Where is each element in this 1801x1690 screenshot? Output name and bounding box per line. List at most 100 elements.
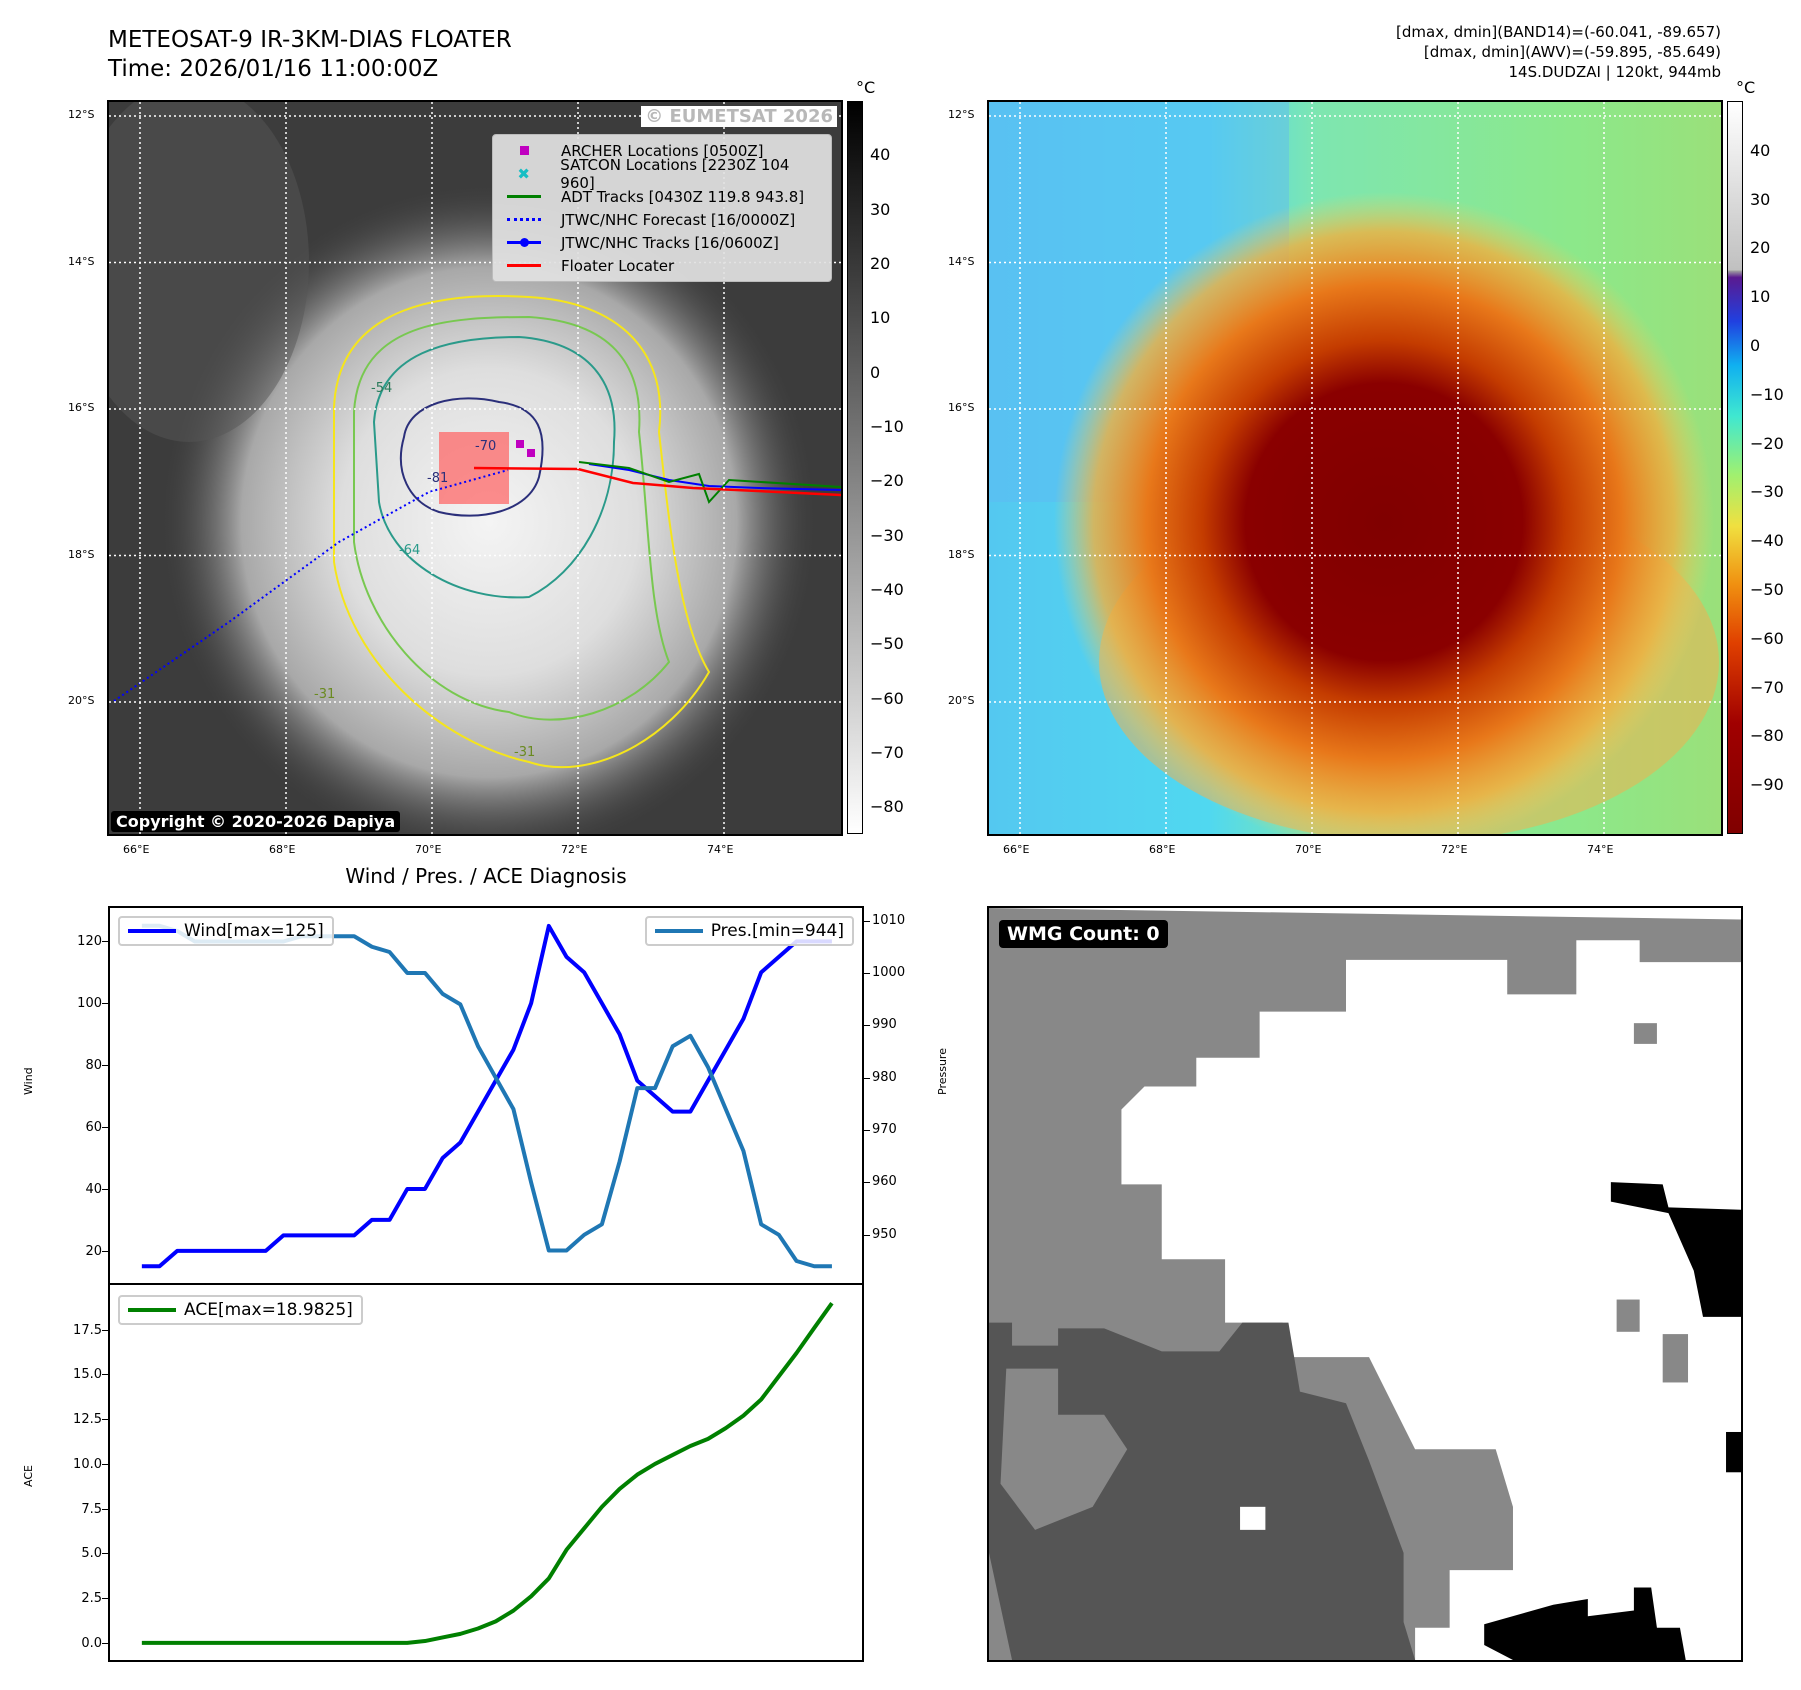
lat-tick-label: 12°S	[948, 108, 975, 121]
ace-plot: ACE[max=18.9825]	[108, 1283, 864, 1662]
pressure-tick-mark	[864, 1130, 870, 1132]
ir-map-canvas: -70 -81 -64 -54 -31 -31	[109, 102, 841, 834]
contour-70	[399, 397, 544, 517]
lat-tick-label: 16°S	[68, 401, 95, 414]
pressure-axis-label: Pressure	[936, 1048, 949, 1095]
ace-legend-swatch	[128, 1308, 176, 1312]
contour-31	[333, 294, 711, 769]
band14-range: [dmax, dmin](BAND14)=(-60.041, -89.657)	[1396, 23, 1721, 41]
legend-archer: ARCHER Locations [0500Z]	[499, 139, 825, 162]
ir-colorbar-tick: 30	[870, 199, 891, 219]
pressure-tick-mark	[864, 972, 870, 974]
ace-tick-label: 17.5	[73, 1322, 102, 1338]
floater-track	[473, 466, 841, 497]
lat-tick-label: 20°S	[68, 694, 95, 707]
awv-colorbar-tick: 40	[1750, 140, 1771, 160]
awv-colorbar-tick: −70	[1750, 677, 1784, 697]
pressure-tick-label: 960	[872, 1174, 897, 1190]
ir-colorbar-tick: 10	[870, 308, 891, 328]
ace-tick-label: 0.0	[81, 1635, 102, 1651]
ir-colorbar-tick: −40	[870, 580, 904, 600]
awv-satellite-map	[987, 100, 1723, 836]
contour-label-70: -70	[475, 439, 496, 454]
ace-axis-label: ACE	[22, 1465, 35, 1487]
pressure-tick-label: 1000	[872, 964, 906, 980]
awv-colorbar-tick: −90	[1750, 775, 1784, 795]
ir-colorbar	[847, 101, 863, 834]
ace-tick-label: 12.5	[73, 1412, 102, 1428]
ir-colorbar-tick: 0	[870, 362, 881, 382]
ace-tick-mark	[102, 1463, 108, 1465]
awv-colorbar-tick: −20	[1750, 433, 1784, 453]
lon-tick-label: 68°E	[269, 843, 296, 856]
pressure-tick-mark	[864, 1182, 870, 1184]
pressure-tick-label: 1010	[872, 912, 906, 928]
wind-legend-swatch	[128, 929, 176, 933]
lon-tick-label: 74°E	[707, 843, 734, 856]
contour-label-64: -64	[399, 543, 420, 558]
ace-tick-mark	[102, 1419, 108, 1421]
ace-tick-label: 10.0	[73, 1456, 102, 1472]
wind-line	[141, 923, 832, 1269]
pressure-legend-swatch	[654, 929, 703, 933]
ace-line	[141, 1302, 834, 1645]
legend-satcon: ✖ SATCON Locations [2230Z 104 960]	[517, 155, 790, 192]
wind-tick-label: 80	[85, 1058, 102, 1074]
pressure-tick-label: 970	[872, 1122, 897, 1138]
awv-colorbar-unit: °C	[1736, 78, 1756, 97]
wind-tick-mark	[102, 1188, 108, 1190]
wind-tick-label: 120	[77, 934, 102, 950]
ace-tick-label: 15.0	[73, 1367, 102, 1383]
wmg-gray-patch	[1000, 1368, 1128, 1530]
wind-tick-mark	[102, 941, 108, 943]
map-gridlines	[989, 102, 1721, 834]
pressure-tick-mark	[864, 1234, 870, 1236]
pressure-tick-mark	[864, 920, 870, 922]
legend-jtwc-forecast: JTWC/NHC Forecast [16/0000Z]	[499, 208, 825, 231]
archer-marker	[527, 449, 535, 457]
jtwc-forecast-track	[113, 469, 509, 702]
figure-title: METEOSAT-9 IR-3KM-DIAS FLOATER Time: 202…	[108, 26, 512, 84]
awv-map-canvas	[989, 102, 1721, 834]
awv-colorbar-tick: −50	[1750, 579, 1784, 599]
ir-colorbar-tick: 40	[870, 145, 891, 165]
ace-tick-mark	[102, 1374, 108, 1376]
wind-tick-mark	[102, 1003, 108, 1005]
wmg-count-label: WMG Count: 0	[999, 920, 1168, 948]
wind-tick-mark	[102, 1250, 108, 1252]
awv-colorbar-tick: 30	[1750, 189, 1771, 209]
lon-tick-label: 72°E	[1441, 843, 1468, 856]
ace-tick-label: 2.5	[81, 1591, 102, 1607]
lon-tick-label: 70°E	[1295, 843, 1322, 856]
lon-tick-label: 72°E	[561, 843, 588, 856]
awv-colorbar-tick: −80	[1750, 726, 1784, 746]
awv-colorbar-tick: −30	[1750, 482, 1784, 502]
lat-tick-label: 12°S	[68, 108, 95, 121]
title-satellite: METEOSAT-9 IR-3KM-DIAS FLOATER	[108, 27, 512, 53]
map-legend: ARCHER Locations [0500Z] ✖ SATCON Locatio…	[492, 134, 832, 282]
contour-label-31: -31	[314, 687, 335, 702]
wind-tick-label: 40	[85, 1181, 102, 1197]
contour-54	[353, 315, 671, 721]
ir-colorbar-tick: −20	[870, 471, 904, 491]
awv-colorbar-tick: 20	[1750, 238, 1771, 258]
copyright-label: Copyright © 2020-2026 Dapiya	[111, 811, 401, 832]
wmg-canvas	[989, 908, 1741, 1660]
wind-tick-label: 20	[85, 1243, 102, 1259]
legend-jtwc-tracks: JTWC/NHC Tracks [16/0600Z]	[499, 231, 825, 254]
contour-64	[372, 335, 616, 599]
pressure-tick-label: 980	[872, 1069, 897, 1085]
archer-marker	[516, 440, 524, 448]
ir-colorbar-tick: −60	[870, 688, 904, 708]
pressure-tick-label: 950	[872, 1226, 897, 1242]
wmg-panel: WMG Count: 0	[987, 906, 1743, 1662]
ir-satellite-map: -70 -81 -64 -54 -31 -31 © EUMETSAT 2026 …	[107, 100, 843, 836]
wind-axis-label: Wind	[22, 1067, 35, 1095]
pressure-legend: Pres.[min=944]	[644, 916, 854, 946]
diagnosis-title: Wind / Pres. / ACE Diagnosis	[345, 864, 627, 888]
legend-adt: ADT Tracks [0430Z 119.8 943.8]	[499, 185, 825, 208]
lat-tick-label: 20°S	[948, 694, 975, 707]
ace-tick-mark	[102, 1642, 108, 1644]
wmg-black-region	[1484, 1587, 1686, 1660]
wind-tick-label: 100	[77, 996, 102, 1012]
